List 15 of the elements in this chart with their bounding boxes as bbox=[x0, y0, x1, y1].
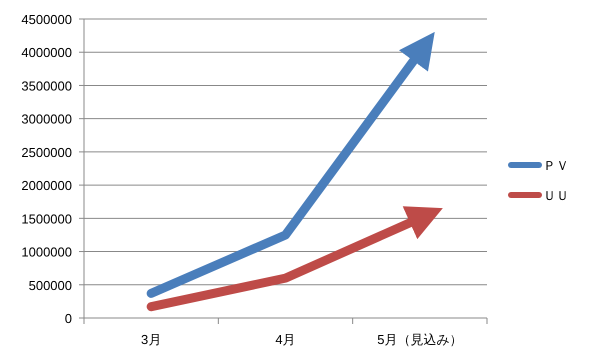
y-tick-label: 500000 bbox=[28, 278, 72, 293]
x-tick-label: 5月（見込み） bbox=[377, 332, 462, 347]
y-tick-label: 1500000 bbox=[21, 211, 72, 226]
y-tick-label: 3500000 bbox=[21, 78, 72, 94]
y-tick-label: 4000000 bbox=[21, 45, 72, 60]
x-tick-label: 3月 bbox=[141, 332, 162, 347]
legend-label: ＵＵ bbox=[543, 188, 569, 203]
y-tick-label: 2500000 bbox=[21, 144, 72, 160]
y-tick-label: 0 bbox=[64, 311, 72, 326]
y-tick-label: 3000000 bbox=[21, 112, 72, 127]
y-tick-label: 1000000 bbox=[21, 244, 72, 260]
y-tick-label: 4500000 bbox=[21, 12, 72, 27]
legend-label: ＰＶ bbox=[543, 158, 569, 173]
x-tick-label: 4月 bbox=[275, 332, 296, 347]
y-tick-label: 2000000 bbox=[21, 178, 72, 194]
